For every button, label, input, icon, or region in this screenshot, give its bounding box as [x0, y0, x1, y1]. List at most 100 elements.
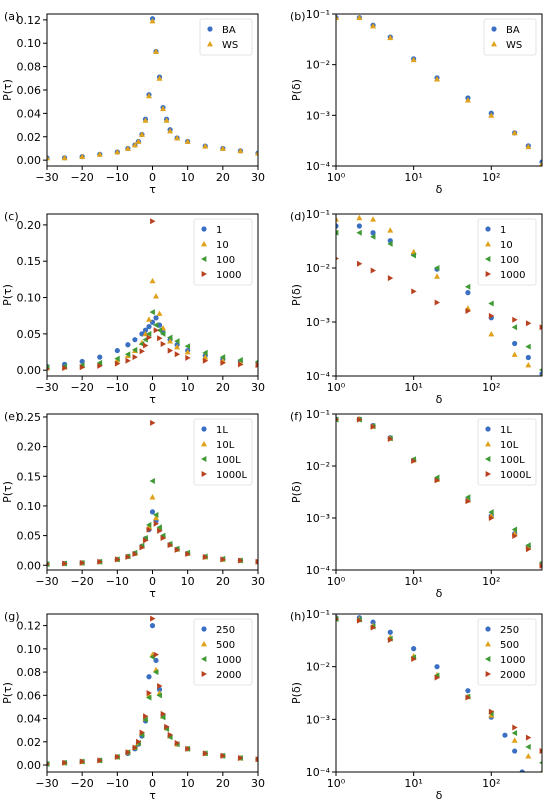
- data-point: [370, 216, 377, 222]
- series-10: [336, 214, 542, 376]
- data-point: [125, 357, 131, 364]
- axes-frame: [335, 613, 543, 773]
- x-tick-label: 10¹: [404, 777, 422, 790]
- data-point: [539, 324, 542, 331]
- data-point: [153, 520, 160, 527]
- data-point: [336, 256, 339, 261]
- panel-label: (b): [290, 10, 306, 23]
- data-point: [47, 562, 50, 566]
- data-point: [174, 134, 181, 141]
- panel-label: (a): [4, 10, 19, 23]
- x-tick-label: 30: [251, 381, 265, 394]
- data-point: [174, 546, 181, 553]
- x-tick-label: −20: [71, 777, 94, 790]
- legend-marker: [485, 626, 491, 632]
- data-point: [149, 623, 156, 629]
- data-point: [132, 744, 138, 751]
- data-point: [150, 419, 156, 426]
- legend: 1 10 100 1000: [193, 218, 253, 286]
- data-point: [145, 694, 152, 701]
- series-1000L: [47, 419, 258, 567]
- chart-panel-2: 10⁰ 10¹ 10² 10⁻⁴ 10⁻³ 10⁻² 10⁻¹ δ P(δ) (b) BA WS: [290, 8, 543, 196]
- y-tick-label: 10⁻¹: [306, 208, 330, 221]
- legend-box: [477, 618, 537, 686]
- data-point: [149, 478, 155, 485]
- data-point: [356, 214, 363, 221]
- legend-box: [199, 18, 253, 56]
- data-point: [79, 758, 86, 765]
- y-tick-label: 0.08: [17, 61, 42, 74]
- data-point: [434, 273, 441, 279]
- data-point: [512, 316, 518, 323]
- y-tick-label: 10⁻³: [306, 512, 330, 525]
- data-points: [47, 615, 258, 767]
- data-point: [157, 683, 163, 690]
- data-point: [238, 557, 244, 564]
- data-point: [124, 351, 131, 358]
- data-point: [387, 275, 394, 282]
- data-point: [164, 723, 170, 730]
- chart-panel-6: 10⁰ 10¹ 10² 10⁻⁴ 10⁻³ 10⁻² 10⁻¹ δ P(δ) (f) 1L 10L 10…: [290, 408, 543, 600]
- data-point: [153, 48, 160, 54]
- chart-panel-1: −30 −20 −10 0 10 20 30 0.00 0.02 0.04 0.06 0.08 0.10…: [1, 10, 265, 196]
- legend-marker: [485, 441, 491, 447]
- x-tick-label: 10: [181, 171, 195, 184]
- data-point: [370, 233, 376, 240]
- data-points: [336, 214, 542, 376]
- legend-label: 1000: [500, 270, 525, 281]
- data-points: [47, 419, 258, 568]
- x-tick-label: 10: [181, 575, 195, 588]
- data-point: [146, 334, 152, 341]
- y-tick-label: 0.10: [17, 37, 42, 50]
- data-point: [202, 750, 209, 757]
- y-tick-label: 0.00: [17, 364, 42, 377]
- legend: 250 500 1000 2000: [193, 618, 253, 686]
- data-point: [465, 498, 471, 505]
- data-point: [512, 724, 518, 731]
- data-point: [153, 315, 159, 321]
- legend-box: [193, 418, 253, 486]
- data-point: [539, 748, 542, 755]
- data-point: [160, 534, 167, 541]
- legend-box: [477, 218, 537, 286]
- data-point: [488, 708, 495, 715]
- axes-frame: [335, 13, 543, 167]
- x-tick-label: 10²: [482, 575, 500, 588]
- data-point: [434, 474, 440, 481]
- data-point: [488, 509, 494, 516]
- y-tick-label: 0.04: [17, 107, 42, 120]
- data-point: [146, 526, 152, 533]
- y-tick-label: 0.20: [17, 441, 42, 454]
- data-point: [97, 354, 103, 360]
- legend-label: 10L: [216, 440, 235, 451]
- data-point: [145, 521, 152, 528]
- y-tick-label: 0.05: [17, 530, 42, 543]
- x-tick-label: 20: [216, 381, 230, 394]
- data-point: [167, 127, 174, 134]
- data-point: [149, 18, 156, 24]
- data-point: [255, 558, 258, 565]
- series-1000: [336, 256, 542, 331]
- y-tick-label: 0.08: [17, 666, 42, 679]
- x-tick-label: 10²: [482, 777, 500, 790]
- x-tick-label: 0: [149, 381, 156, 394]
- series-100: [336, 229, 542, 372]
- legend-label: 2000: [500, 670, 525, 681]
- data-point: [237, 357, 243, 364]
- data-point: [525, 753, 532, 759]
- data-point: [488, 515, 495, 521]
- data-point: [410, 56, 417, 63]
- data-point: [167, 347, 174, 354]
- data-point: [202, 354, 209, 360]
- x-tick-label: −10: [106, 171, 129, 184]
- y-tick-label: 10⁻¹: [306, 8, 330, 21]
- data-point: [336, 417, 339, 422]
- legend-marker: [201, 626, 207, 632]
- data-point: [370, 230, 376, 236]
- legend-label: 1: [500, 225, 506, 236]
- data-point: [370, 619, 376, 625]
- series-1: [47, 315, 258, 370]
- legend-marker: [485, 456, 491, 462]
- x-tick-label: −20: [71, 381, 94, 394]
